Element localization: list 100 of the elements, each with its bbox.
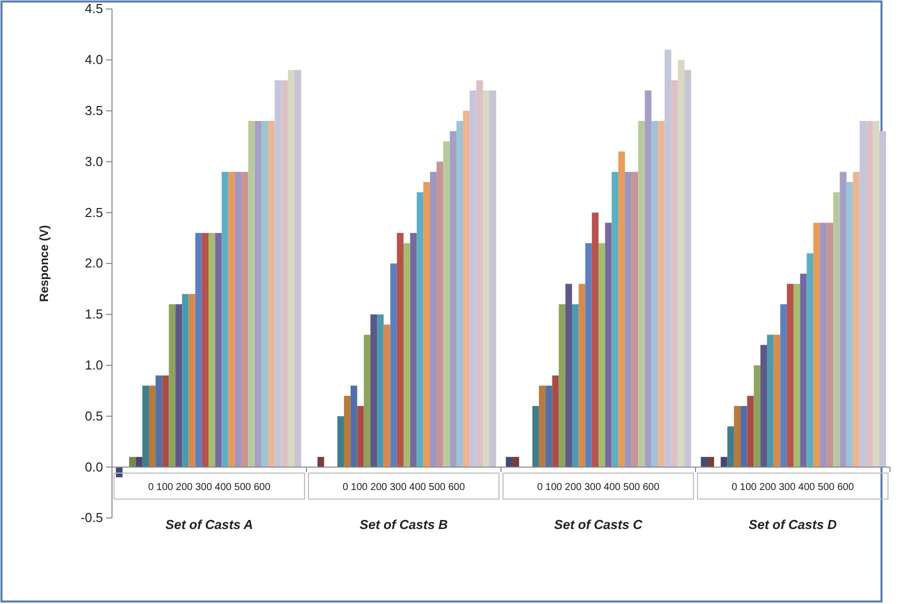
bar (664, 50, 672, 468)
bar (644, 90, 652, 468)
bar (490, 90, 496, 468)
bar (148, 386, 156, 468)
bar (846, 182, 854, 468)
bar (254, 120, 262, 468)
bar (598, 243, 606, 468)
bar (552, 375, 559, 468)
bar (404, 243, 410, 468)
bar (632, 172, 638, 468)
annotation: 0 100 200 300 400 500 600 (537, 482, 660, 494)
annotation: 0 100 200 300 400 500 600 (342, 482, 466, 494)
bar (156, 375, 162, 468)
bar (866, 120, 873, 468)
bar (840, 172, 846, 468)
bar (261, 120, 268, 468)
bar (294, 70, 302, 468)
bar (767, 334, 774, 468)
bar (248, 120, 255, 468)
bar (538, 386, 546, 468)
bar (754, 365, 760, 468)
x-tick-label: Set of Casts C (554, 517, 643, 532)
bar (558, 304, 566, 468)
bar (565, 284, 572, 468)
bar (506, 456, 512, 468)
bar (228, 172, 235, 468)
bar (208, 232, 216, 468)
bar (129, 456, 136, 468)
bar (612, 172, 618, 468)
bar (780, 304, 787, 468)
bar (175, 304, 182, 468)
bar (463, 110, 470, 468)
bar (288, 70, 295, 468)
bar (274, 80, 282, 468)
bar (651, 120, 658, 468)
bar (234, 172, 242, 468)
annotation: 0 100 200 300 400 500 600 (732, 482, 854, 494)
bar (390, 264, 397, 468)
y-tick-label: 0.5 (84, 408, 103, 424)
bar (532, 406, 539, 468)
bar (720, 456, 728, 468)
bar (572, 304, 579, 468)
bar (182, 294, 189, 468)
bar (344, 396, 351, 468)
y-tick-label: 3.5 (84, 102, 103, 118)
bar (195, 232, 202, 468)
bar (813, 222, 820, 468)
bar (242, 172, 248, 468)
bar (806, 253, 814, 468)
bar (638, 120, 645, 468)
bar (578, 284, 586, 468)
bar (800, 274, 807, 468)
bar (546, 386, 552, 468)
bar (760, 344, 768, 468)
bar (364, 334, 370, 468)
bar (585, 243, 592, 468)
bar (202, 232, 209, 468)
bar (872, 120, 880, 468)
bar (860, 120, 866, 468)
bar (624, 172, 632, 468)
bar (740, 406, 748, 468)
bar (396, 232, 404, 468)
y-tick-label: 3.0 (84, 154, 103, 169)
y-tick-label: 1.0 (84, 357, 103, 372)
bar (853, 172, 860, 468)
bar (793, 284, 800, 468)
bar (318, 456, 324, 468)
bar (136, 456, 142, 468)
x-tick-label: Set of Casts D (748, 517, 838, 532)
bar (727, 426, 734, 468)
y-tick-label: -0.5 (80, 510, 103, 526)
bar (470, 90, 476, 468)
bar (456, 120, 464, 468)
bar (678, 60, 684, 468)
bar (658, 120, 665, 468)
bar (592, 212, 598, 468)
bar (879, 131, 886, 468)
bar (707, 456, 714, 468)
bar (410, 232, 417, 468)
bar (281, 80, 288, 468)
bar (482, 90, 490, 468)
y-tick-label: 2.5 (84, 204, 103, 220)
bar (142, 386, 149, 468)
bar (774, 334, 780, 468)
bar (436, 162, 444, 468)
bar (215, 232, 222, 468)
annotation: 0 100 200 300 400 500 600 (148, 482, 271, 494)
bar (357, 406, 364, 468)
bar (826, 222, 834, 468)
bar (684, 70, 692, 468)
bar (377, 314, 384, 468)
bar (370, 314, 378, 468)
y-tick-label: 4.5 (84, 1, 103, 16)
y-tick-label: 4.0 (84, 52, 103, 68)
bar (350, 386, 358, 468)
y-tick-label: 2.0 (84, 256, 103, 271)
bar (443, 141, 450, 468)
x-tick-label: Set of Casts B (360, 517, 448, 532)
bar (384, 324, 390, 468)
bar (820, 222, 827, 468)
